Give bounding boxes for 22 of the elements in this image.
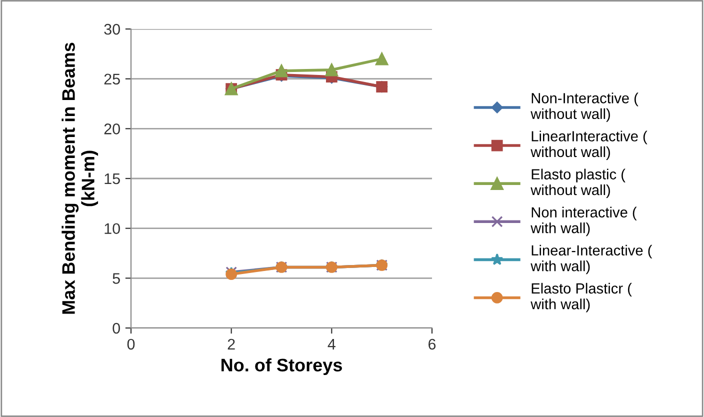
x-axis-title: No. of Storeys — [222, 358, 342, 376]
x-tick-label: 2 — [228, 338, 235, 350]
y-axis-title: Max Bending moment in Beams (kN-m) — [62, 42, 98, 314]
y-tick-label: 20 — [104, 124, 120, 134]
legend-label: Elasto plastic ( without wall) — [530, 168, 626, 198]
legend-label: Non interactive ( with wall) — [530, 206, 637, 236]
y-tick-label: 30 — [104, 24, 120, 35]
x-tick-label: 4 — [328, 338, 336, 350]
point — [325, 63, 338, 76]
y-tick-label: 25 — [104, 74, 120, 85]
legend-label: LinearInteractive ( without wall) — [530, 130, 648, 160]
point — [275, 64, 288, 78]
y-tick-label: 15 — [104, 174, 120, 184]
y-tick-label: 0 — [112, 322, 120, 334]
y-tick-label: 5 — [112, 273, 120, 284]
x-tick-label: 0 — [127, 338, 135, 350]
legend-label: Non-Interactive ( without wall) — [530, 92, 638, 122]
point — [375, 52, 388, 66]
x-tick-label: 6 — [428, 338, 436, 350]
legend-label: Linear-Interactive ( with wall) — [530, 244, 652, 274]
legend-label: Elasto Plasticr ( with wall) — [530, 282, 632, 312]
y-tick-label: 10 — [104, 223, 120, 234]
